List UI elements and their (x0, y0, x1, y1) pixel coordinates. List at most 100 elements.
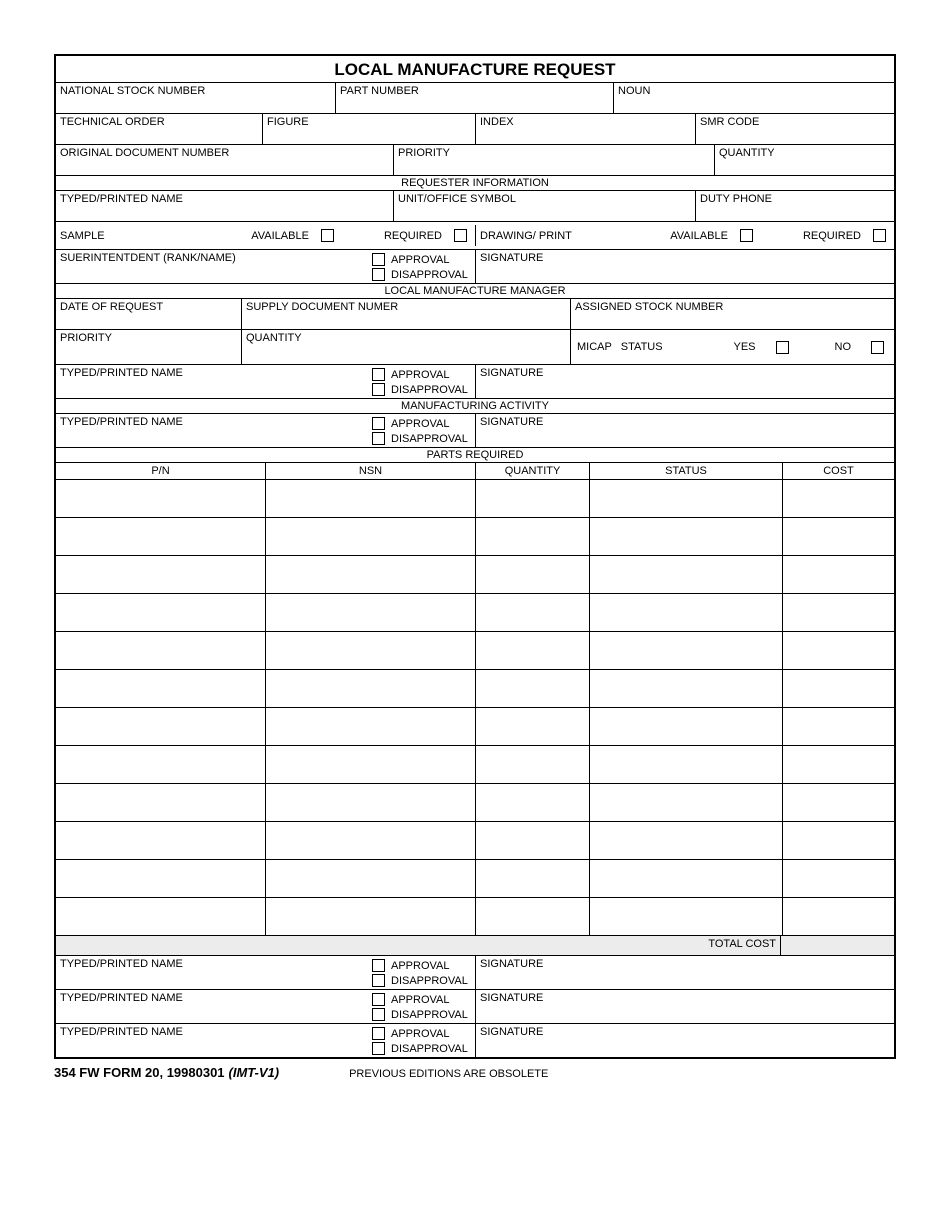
checkbox-sample-required[interactable] (454, 229, 467, 242)
cell-pn[interactable] (56, 784, 266, 821)
cell-quantity[interactable] (476, 822, 590, 859)
field-superintendent[interactable]: SUERINTENTDENT (RANK/NAME) (56, 250, 366, 283)
cell-quantity[interactable] (476, 860, 590, 897)
field-quantity-2[interactable]: QUANTITY (242, 330, 571, 364)
field-mfg-signature[interactable]: SIGNATURE (476, 414, 894, 447)
checkbox-sig-disapproval[interactable] (372, 974, 385, 987)
field-figure[interactable]: FIGURE (263, 114, 476, 144)
checkbox-sig-approval[interactable] (372, 959, 385, 972)
cell-nsn[interactable] (266, 746, 476, 783)
field-sig-typed-name[interactable]: TYPED/PRINTED NAME (56, 990, 366, 1023)
checkbox-mgr-disapproval[interactable] (372, 383, 385, 396)
cell-nsn[interactable] (266, 708, 476, 745)
checkbox-sig-approval[interactable] (372, 1027, 385, 1040)
cell-pn[interactable] (56, 898, 266, 935)
field-index[interactable]: INDEX (476, 114, 696, 144)
cell-pn[interactable] (56, 670, 266, 707)
cell-quantity[interactable] (476, 708, 590, 745)
field-sig-typed-name[interactable]: TYPED/PRINTED NAME (56, 1024, 366, 1057)
field-super-signature[interactable]: SIGNATURE (476, 250, 894, 283)
cell-nsn[interactable] (266, 784, 476, 821)
cell-status[interactable] (590, 632, 783, 669)
cell-status[interactable] (590, 594, 783, 631)
cell-pn[interactable] (56, 594, 266, 631)
cell-nsn[interactable] (266, 670, 476, 707)
cell-pn[interactable] (56, 746, 266, 783)
field-quantity-1[interactable]: QUANTITY (715, 145, 894, 175)
checkbox-mfg-approval[interactable] (372, 417, 385, 430)
cell-quantity[interactable] (476, 784, 590, 821)
field-nsn[interactable]: NATIONAL STOCK NUMBER (56, 83, 336, 113)
cell-cost[interactable] (783, 632, 894, 669)
cell-nsn[interactable] (266, 480, 476, 517)
cell-status[interactable] (590, 518, 783, 555)
field-smr-code[interactable]: SMR CODE (696, 114, 894, 144)
checkbox-sig-disapproval[interactable] (372, 1042, 385, 1055)
field-orig-doc[interactable]: ORIGINAL DOCUMENT NUMBER (56, 145, 394, 175)
cell-status[interactable] (590, 784, 783, 821)
checkbox-sample-available[interactable] (321, 229, 334, 242)
checkbox-drawing-required[interactable] (873, 229, 886, 242)
cell-pn[interactable] (56, 632, 266, 669)
cell-nsn[interactable] (266, 898, 476, 935)
field-noun[interactable]: NOUN (614, 83, 894, 113)
field-supply-doc-num[interactable]: SUPPLY DOCUMENT NUMER (242, 299, 571, 329)
field-tech-order[interactable]: TECHNICAL ORDER (56, 114, 263, 144)
checkbox-mgr-approval[interactable] (372, 368, 385, 381)
cell-nsn[interactable] (266, 822, 476, 859)
checkbox-drawing-available[interactable] (740, 229, 753, 242)
cell-quantity[interactable] (476, 480, 590, 517)
field-priority-1[interactable]: PRIORITY (394, 145, 715, 175)
cell-status[interactable] (590, 556, 783, 593)
cell-nsn[interactable] (266, 518, 476, 555)
cell-quantity[interactable] (476, 556, 590, 593)
field-sig-signature[interactable]: SIGNATURE (476, 956, 894, 989)
field-total-cost[interactable] (781, 936, 894, 955)
field-mgr-typed-name[interactable]: TYPED/PRINTED NAME (56, 365, 366, 398)
cell-pn[interactable] (56, 822, 266, 859)
cell-pn[interactable] (56, 480, 266, 517)
checkbox-mfg-disapproval[interactable] (372, 432, 385, 445)
checkbox-super-disapproval[interactable] (372, 268, 385, 281)
cell-cost[interactable] (783, 860, 894, 897)
checkbox-sig-disapproval[interactable] (372, 1008, 385, 1021)
field-requester-typed-name[interactable]: TYPED/PRINTED NAME (56, 191, 394, 221)
cell-pn[interactable] (56, 860, 266, 897)
cell-cost[interactable] (783, 518, 894, 555)
cell-pn[interactable] (56, 556, 266, 593)
cell-quantity[interactable] (476, 898, 590, 935)
cell-pn[interactable] (56, 518, 266, 555)
checkbox-micap-no[interactable] (871, 341, 884, 354)
field-date-of-request[interactable]: DATE OF REQUEST (56, 299, 242, 329)
cell-quantity[interactable] (476, 746, 590, 783)
cell-cost[interactable] (783, 708, 894, 745)
checkbox-sig-approval[interactable] (372, 993, 385, 1006)
field-sig-signature[interactable]: SIGNATURE (476, 990, 894, 1023)
cell-cost[interactable] (783, 480, 894, 517)
checkbox-super-approval[interactable] (372, 253, 385, 266)
field-assigned-stock[interactable]: ASSIGNED STOCK NUMBER (571, 299, 894, 329)
cell-quantity[interactable] (476, 518, 590, 555)
cell-quantity[interactable] (476, 670, 590, 707)
cell-nsn[interactable] (266, 556, 476, 593)
field-priority-2[interactable]: PRIORITY (56, 330, 242, 364)
field-sig-signature[interactable]: SIGNATURE (476, 1024, 894, 1057)
cell-cost[interactable] (783, 822, 894, 859)
field-mfg-typed-name[interactable]: TYPED/PRINTED NAME (56, 414, 366, 447)
cell-cost[interactable] (783, 670, 894, 707)
cell-nsn[interactable] (266, 860, 476, 897)
cell-cost[interactable] (783, 594, 894, 631)
cell-status[interactable] (590, 708, 783, 745)
cell-status[interactable] (590, 480, 783, 517)
cell-cost[interactable] (783, 898, 894, 935)
field-mgr-signature[interactable]: SIGNATURE (476, 365, 894, 398)
field-duty-phone[interactable]: DUTY PHONE (696, 191, 894, 221)
cell-quantity[interactable] (476, 632, 590, 669)
cell-status[interactable] (590, 822, 783, 859)
cell-cost[interactable] (783, 746, 894, 783)
cell-status[interactable] (590, 670, 783, 707)
checkbox-micap-yes[interactable] (776, 341, 789, 354)
cell-cost[interactable] (783, 556, 894, 593)
cell-status[interactable] (590, 898, 783, 935)
field-part-number[interactable]: PART NUMBER (336, 83, 614, 113)
